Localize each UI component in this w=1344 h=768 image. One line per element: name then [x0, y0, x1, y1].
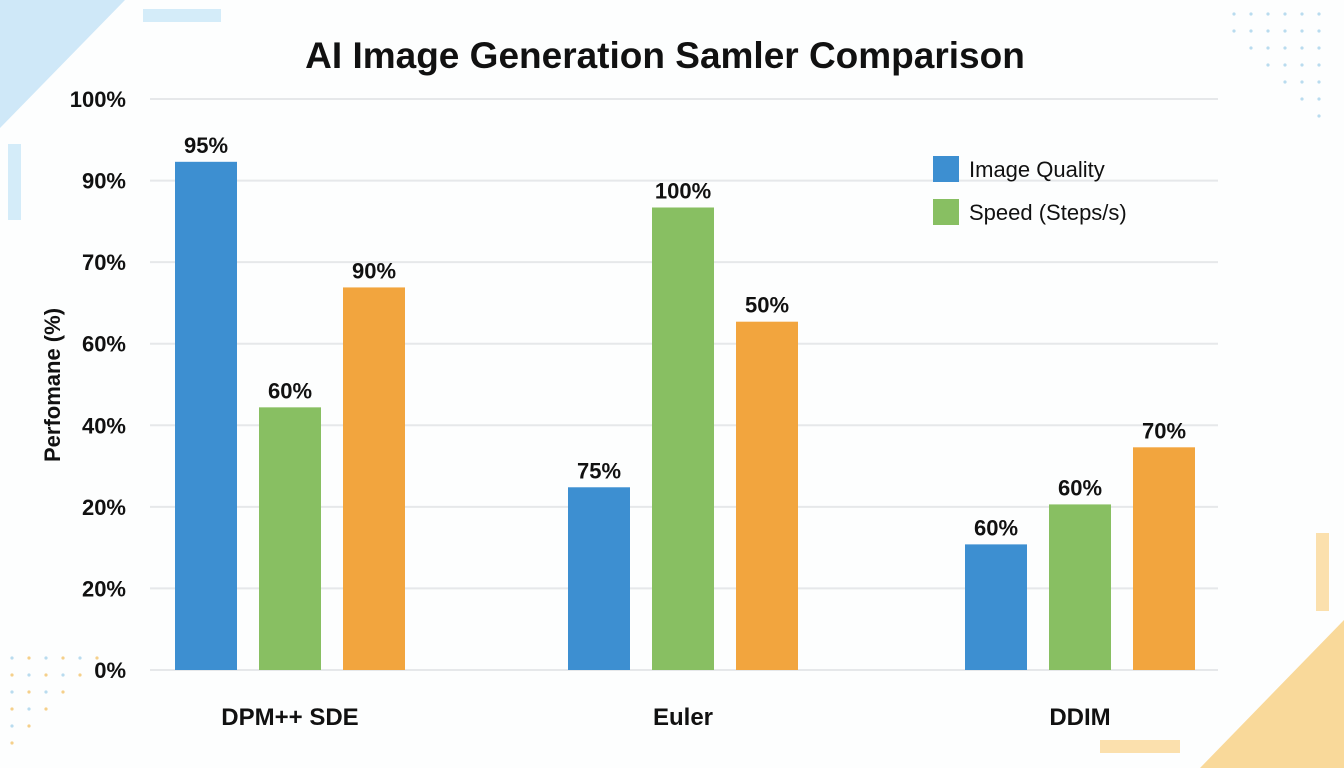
- legend-swatch-speed: [933, 199, 959, 225]
- decor-dot: [27, 724, 31, 728]
- decor-dot: [1317, 97, 1321, 101]
- decor-dot: [78, 656, 82, 660]
- decor-dot: [27, 656, 31, 660]
- decor-dot: [10, 724, 14, 728]
- decor-dot: [78, 673, 82, 677]
- decor-dot: [1266, 29, 1270, 33]
- decor-dot: [1249, 12, 1253, 16]
- decor-dot: [10, 690, 14, 694]
- decor-dot: [1283, 80, 1287, 84]
- decor-dot: [1317, 12, 1321, 16]
- data-label: 60%: [268, 378, 312, 403]
- chart-title: AI Image Generation Samler Comparison: [305, 35, 1025, 76]
- data-label: 70%: [1142, 418, 1186, 443]
- decor-dot: [10, 673, 14, 677]
- bar: [652, 207, 714, 671]
- y-tick-label: 40%: [82, 413, 126, 438]
- decor-dot: [1266, 12, 1270, 16]
- decor-dot: [10, 656, 14, 660]
- decor-dot: [1283, 29, 1287, 33]
- decor-dot: [1300, 63, 1304, 67]
- decor-dot: [27, 673, 31, 677]
- decor-dot: [1249, 46, 1253, 50]
- bar: [1133, 447, 1195, 670]
- decor-triangle-bottom-right: [1200, 620, 1344, 768]
- y-tick-label: 60%: [82, 332, 126, 357]
- data-label: 60%: [1058, 475, 1102, 500]
- decor-dot: [1283, 63, 1287, 67]
- legend-label-image-quality: Image Quality: [969, 157, 1105, 182]
- decor-bar: [143, 9, 221, 22]
- decor-dot: [1300, 97, 1304, 101]
- legend: Image Quality Speed (Steps/s): [933, 156, 1127, 225]
- decor-dot: [1317, 29, 1321, 33]
- decor-dot: [61, 656, 65, 660]
- decor-dot: [44, 656, 48, 660]
- decor-dot: [61, 673, 65, 677]
- legend-swatch-image-quality: [933, 156, 959, 182]
- y-axis-label: Perfomane (%): [40, 308, 65, 462]
- y-tick-label: 100%: [70, 87, 126, 112]
- y-tick-label: 70%: [82, 250, 126, 275]
- decor-dot: [10, 741, 14, 745]
- decor-dot: [1317, 63, 1321, 67]
- decor-dot: [27, 690, 31, 694]
- decor-dot: [44, 673, 48, 677]
- decor-dot: [1300, 80, 1304, 84]
- legend-label-speed: Speed (Steps/s): [969, 200, 1127, 225]
- decor-dot: [1300, 29, 1304, 33]
- decor-triangle-top-left: [0, 0, 125, 128]
- decor-dot: [10, 707, 14, 711]
- y-tick-label: 90%: [82, 169, 126, 194]
- decor-dot: [1283, 46, 1287, 50]
- bar: [259, 407, 321, 670]
- decor-bar: [8, 144, 21, 220]
- decor-dot: [1317, 80, 1321, 84]
- data-label: 90%: [352, 258, 396, 283]
- data-label: 50%: [745, 293, 789, 318]
- decor-dot: [1317, 114, 1321, 118]
- data-label: 95%: [184, 133, 228, 158]
- decor-dot: [1232, 12, 1236, 16]
- decor-dot: [1283, 12, 1287, 16]
- decor-dot: [1266, 63, 1270, 67]
- decor-dot: [1266, 46, 1270, 50]
- decor-dot: [1232, 29, 1236, 33]
- bar: [736, 321, 798, 670]
- decor-dot: [27, 707, 31, 711]
- data-label: 75%: [577, 458, 621, 483]
- decor-dot: [1317, 46, 1321, 50]
- decor-bar: [1100, 740, 1180, 753]
- decor-dot: [1300, 46, 1304, 50]
- x-tick-label: Euler: [653, 704, 713, 731]
- bar: [175, 161, 237, 670]
- x-tick-label: DPM++ SDE: [221, 704, 358, 731]
- y-tick-label: 20%: [82, 495, 126, 520]
- bar: [965, 544, 1027, 670]
- data-label: 100%: [655, 178, 711, 203]
- bar: [568, 487, 630, 670]
- data-label: 60%: [974, 515, 1018, 540]
- y-tick-label: 20%: [82, 576, 126, 601]
- x-tick-label: DDIM: [1049, 704, 1110, 731]
- bar: [1049, 504, 1111, 670]
- decor-dot: [1300, 12, 1304, 16]
- decor-dot: [61, 690, 65, 694]
- decor-dot: [44, 707, 48, 711]
- decor-bar: [1316, 533, 1329, 611]
- y-tick-label: 0%: [94, 658, 126, 683]
- decor-dot: [95, 656, 99, 660]
- bar: [343, 287, 405, 670]
- decor-dot: [1249, 29, 1253, 33]
- decor-dot: [44, 690, 48, 694]
